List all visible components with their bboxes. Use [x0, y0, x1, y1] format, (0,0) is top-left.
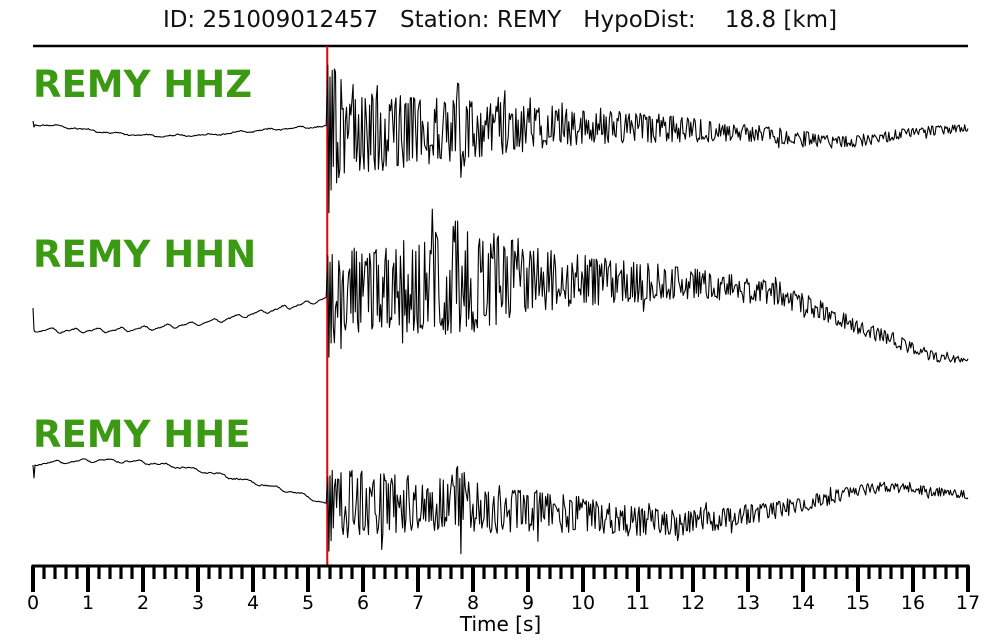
waveform-traces — [32, 64, 969, 555]
channel-label-hhz: REMY HHZ — [33, 63, 253, 106]
x-tick-label-2: 2 — [136, 592, 150, 614]
x-tick-label-1: 1 — [81, 592, 95, 614]
x-tick-label-12: 12 — [680, 592, 706, 614]
x-tick-label-16: 16 — [900, 592, 926, 614]
figure-title: ID: 251009012457 Station: REMY HypoDist:… — [162, 7, 838, 33]
x-tick-label-15: 15 — [845, 592, 871, 614]
x-tick-label-11: 11 — [625, 592, 651, 614]
waveform-trace-hhz — [32, 64, 969, 214]
waveform-trace-hhe — [32, 458, 969, 555]
time-axis — [31, 564, 970, 592]
x-tick-label-0: 0 — [26, 592, 40, 614]
x-tick-label-7: 7 — [411, 592, 425, 614]
x-tick-label-5: 5 — [301, 592, 315, 614]
plot-frame — [33, 44, 968, 566]
channel-label-hhe: REMY HHE — [33, 413, 251, 456]
x-tick-label-10: 10 — [570, 592, 596, 614]
x-tick-label-13: 13 — [735, 592, 761, 614]
x-tick-label-17: 17 — [955, 592, 981, 614]
waveform-trace-hhn — [32, 208, 969, 364]
x-tick-label-6: 6 — [356, 592, 370, 614]
x-tick-label-9: 9 — [521, 592, 535, 614]
x-tick-label-3: 3 — [191, 592, 205, 614]
x-axis-label: Time [s] — [459, 612, 542, 636]
x-tick-label-4: 4 — [246, 592, 260, 614]
x-tick-label-8: 8 — [466, 592, 480, 614]
channel-label-hhn: REMY HHN — [33, 233, 257, 276]
x-tick-label-14: 14 — [790, 592, 816, 614]
